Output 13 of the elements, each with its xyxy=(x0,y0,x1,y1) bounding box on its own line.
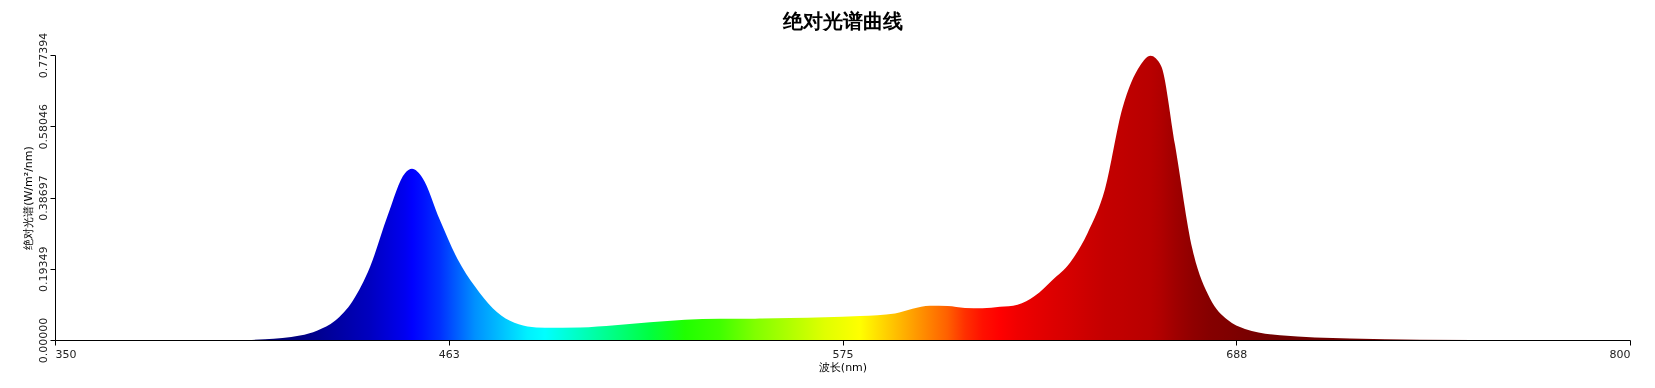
x-tick-label: 463 xyxy=(438,347,460,361)
y-tick-label: 0.38697 xyxy=(36,175,50,221)
x-tick-label: 688 xyxy=(1226,347,1248,361)
y-tick-label: 0.19349 xyxy=(36,246,50,292)
x-tick-label: 350 xyxy=(55,347,77,361)
chart-title: 绝对光谱曲线 xyxy=(781,9,903,34)
y-tick-label: 0.00000 xyxy=(36,317,50,364)
x-tick-label: 575 xyxy=(832,347,854,361)
y-tick-label: 0.58046 xyxy=(36,104,50,150)
y-tick-label: 0.77394 xyxy=(36,32,50,79)
x-tick-label: 800 xyxy=(1609,347,1631,361)
y-axis-title: 绝对光谱(W/m²/nm) xyxy=(21,146,35,250)
x-axis-title: 波长(nm) xyxy=(818,360,868,374)
